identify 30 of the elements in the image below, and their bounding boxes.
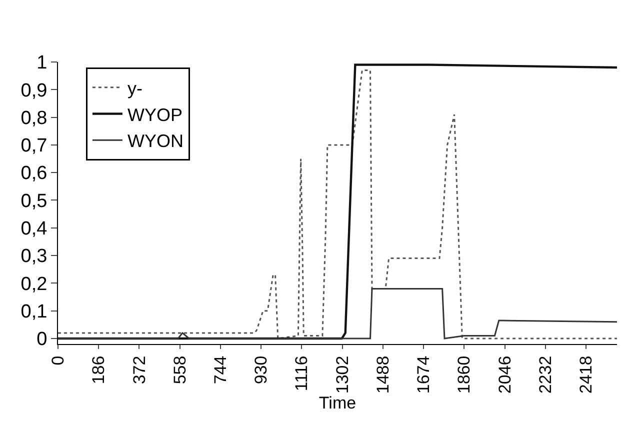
x-tick-label: 1860 [454, 356, 474, 394]
legend-label: WYON [127, 131, 184, 152]
x-tick-label: 372 [130, 356, 149, 384]
y-tick-label: 1 [36, 52, 48, 74]
y-tick-label: 0,3 [20, 246, 48, 268]
line-series [58, 288, 617, 340]
y-tick-label: 0,8 [20, 108, 48, 129]
y-tick-label: 0,4 [20, 218, 48, 240]
x-axis-title: Time [318, 394, 356, 413]
legend-label: y- [127, 78, 142, 98]
x-tick-label: 1488 [373, 356, 392, 394]
x-tick-label: 2046 [495, 356, 514, 394]
x-tick-label: 0 [48, 356, 68, 366]
x-tick-label: 1302 [332, 356, 352, 394]
legend-label: WYOP [127, 104, 182, 125]
x-tick-label: 744 [210, 356, 230, 384]
y-tick-label: 0,2 [20, 274, 48, 295]
y-tick-label: 0,6 [20, 163, 48, 184]
x-tick-label: 186 [89, 356, 108, 384]
x-tick-label: 1116 [292, 356, 312, 392]
y-tick-label: 0,9 [20, 80, 48, 102]
x-tick-label: 930 [252, 356, 271, 384]
x-tick-label: 1674 [414, 356, 434, 394]
y-tick-label: 0,7 [20, 136, 48, 157]
y-tick-label: 0,5 [20, 190, 48, 212]
y-tick-label: 0,1 [20, 301, 48, 322]
x-tick-label: 558 [170, 356, 190, 384]
y-tick-label: 0 [36, 329, 48, 350]
x-tick-label: 2418 [576, 356, 596, 394]
x-tick-label: 2232 [536, 356, 555, 394]
